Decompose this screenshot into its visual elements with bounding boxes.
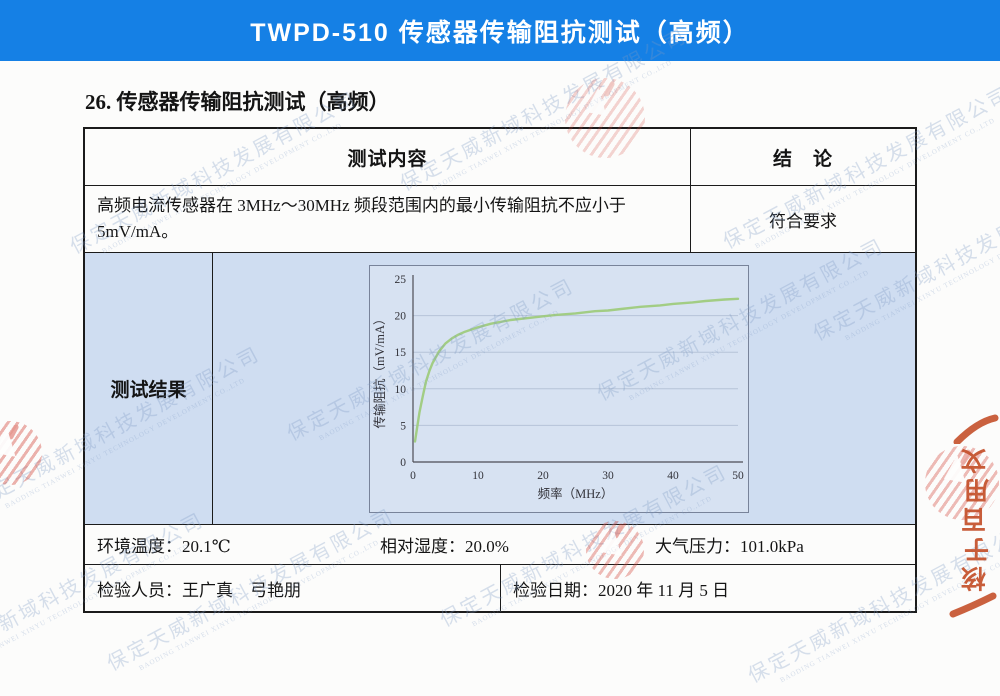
conclusion-value: 符合要求 <box>769 211 837 231</box>
result-label-cell: 测试结果 <box>85 253 213 524</box>
impedance-chart-frame: 0 5 10 15 20 25 0 10 20 30 40 50 频率（MHz） 传输阻抗（mV/mA） <box>369 264 749 513</box>
stamp-text: 文用百于核 <box>958 444 989 592</box>
y-axis-label: 传输阻抗（mV/mA） <box>372 312 387 428</box>
y-tick-label: 0 <box>400 457 406 469</box>
stamp-character: 用 <box>964 475 990 502</box>
x-tick-label: 20 <box>537 470 549 482</box>
environment-row: 环境温度：20.1℃ 相对湿度：20.0% 大气压力：101.0kPa <box>85 525 915 565</box>
result-content-cell: 0 5 10 15 20 25 0 10 20 30 40 50 频率（MHz） 传输阻抗（mV/mA） <box>213 253 915 524</box>
x-tick-label: 50 <box>732 470 744 482</box>
impedance-curve <box>413 297 740 443</box>
header-cell-test-content: 测试内容 <box>85 129 691 185</box>
requirement-cell: 高频电流传感器在 3MHz～30MHz 频段范围内的最小传输阻抗不应小于5mV/… <box>85 186 691 252</box>
impedance-chart: 0 5 10 15 20 25 0 10 20 30 40 50 频率（MHz） 传输阻抗（mV/mA） <box>372 274 744 501</box>
stamp-character: 于 <box>964 534 990 561</box>
y-tick-label: 15 <box>395 347 407 359</box>
section-heading: 26. 传感器传输阻抗测试（高频） <box>85 90 390 114</box>
stamp-swoosh-top-icon <box>953 414 999 444</box>
stamp-character: 文 <box>961 445 987 473</box>
inspection-date-cell: 检验日期：2020 年 11 月 5 日 <box>513 580 730 600</box>
inspection-row: 检验人员：王广真 弓艳朋 检验日期：2020 年 11 月 5 日 <box>85 565 915 611</box>
page-title: TWPD-510 传感器传输阻抗测试（高频） <box>250 18 750 47</box>
y-tick-label: 25 <box>395 274 407 286</box>
x-tick-label: 40 <box>667 470 679 482</box>
page-header: TWPD-510 传感器传输阻抗测试（高频） <box>0 0 1000 61</box>
ambient-temperature: 环境温度：20.1℃ <box>97 537 231 556</box>
y-tick-label: 5 <box>400 420 406 432</box>
requirement-text: 高频电流传感器在 3MHz～30MHz 频段范围内的最小传输阻抗不应小于5mV/… <box>97 195 626 241</box>
test-content-header-label: 测试内容 <box>347 148 428 170</box>
approval-stamp: 文用百于核 <box>948 414 1000 646</box>
result-label: 测试结果 <box>110 380 187 401</box>
x-axis-label: 频率（MHz） <box>538 486 614 501</box>
relative-humidity: 相对湿度：20.0% <box>380 537 509 556</box>
stamp-character: 百 <box>961 504 987 532</box>
red-hatch-logo-icon <box>0 421 42 485</box>
x-tick-label: 0 <box>410 470 416 482</box>
result-row: 测试结果 0 5 10 15 20 25 0 10 20 30 40 50 频率（MHz） 传输阻抗（mV… <box>85 253 915 525</box>
y-tick-label: 20 <box>395 310 407 322</box>
table-header-row: 测试内容 结 论 <box>85 129 915 186</box>
x-tick-label: 30 <box>602 470 614 482</box>
test-report-table: 测试内容 结 论 高频电流传感器在 3MHz～30MHz 频段范围内的最小传输阻… <box>83 127 917 613</box>
stamp-swoosh-bottom-icon <box>949 592 997 617</box>
header-cell-conclusion: 结 论 <box>691 129 915 185</box>
inspectors-cell: 检验人员：王广真 弓艳朋 <box>85 565 501 611</box>
atmospheric-pressure: 大气压力：101.0kPa <box>655 537 804 556</box>
conclusion-cell: 符合要求 <box>691 186 915 252</box>
requirement-row: 高频电流传感器在 3MHz～30MHz 频段范围内的最小传输阻抗不应小于5mV/… <box>85 186 915 253</box>
x-tick-label: 10 <box>472 470 484 482</box>
stamp-character: 核 <box>961 563 987 591</box>
y-tick-label: 10 <box>395 383 407 395</box>
conclusion-header-label: 结 论 <box>772 148 833 170</box>
